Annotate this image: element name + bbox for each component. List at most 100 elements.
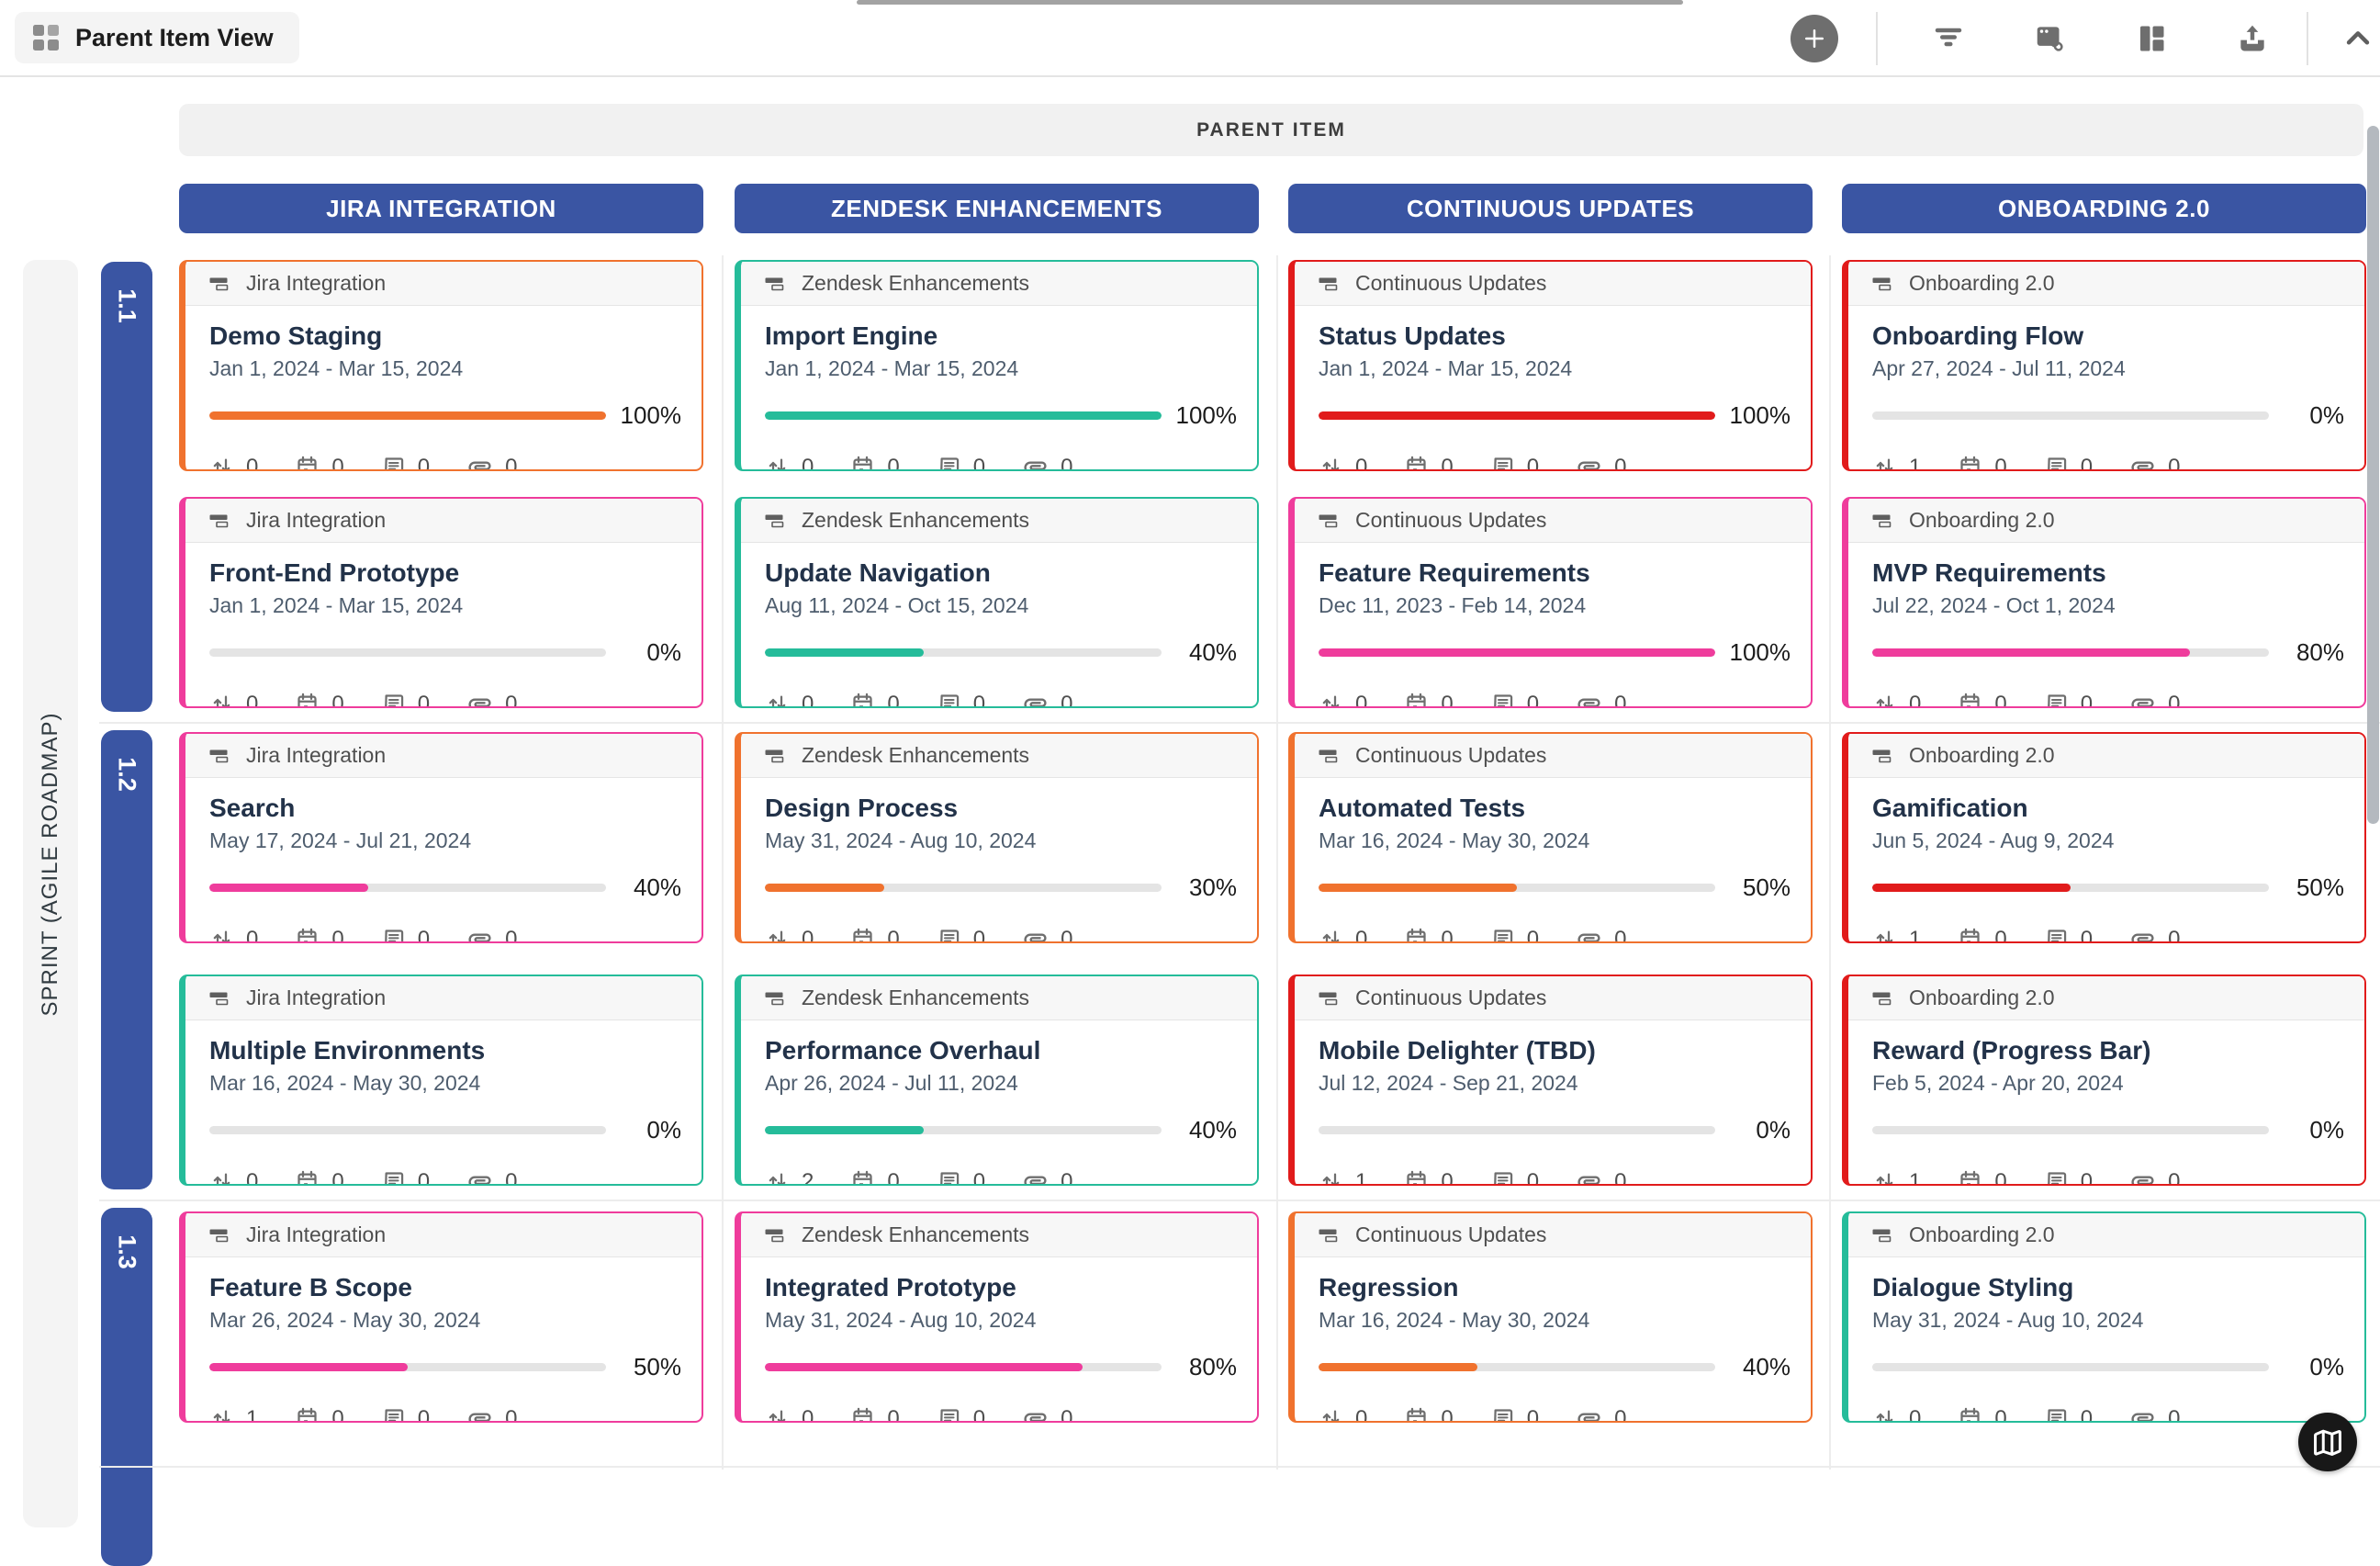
attachments-count[interactable]: 0 <box>2129 691 2180 706</box>
roadmap-card[interactable]: Continuous Updates Mobile Delighter (TBD… <box>1288 975 1813 1186</box>
add-button[interactable] <box>1791 15 1838 62</box>
due-date-count[interactable]: 0 <box>295 455 344 469</box>
vertical-scrollbar[interactable] <box>2367 126 2379 824</box>
attachments-count[interactable]: 0 <box>466 454 517 469</box>
roadmap-card[interactable]: Jira Integration Front-End Prototype Jan… <box>179 497 703 708</box>
subitems-count[interactable]: 0 <box>1319 692 1367 706</box>
subitems-count[interactable]: 0 <box>209 692 258 706</box>
due-date-count[interactable]: 0 <box>850 1169 900 1184</box>
horizontal-scrollbar[interactable] <box>857 0 1683 5</box>
roadmap-card[interactable]: Onboarding 2.0 MVP Requirements Jul 22, … <box>1842 497 2366 708</box>
comments-count[interactable]: 0 <box>1490 927 1539 941</box>
comments-count[interactable]: 0 <box>937 927 985 941</box>
due-date-count[interactable]: 0 <box>295 1406 344 1421</box>
attachments-count[interactable]: 0 <box>2129 1168 2180 1184</box>
subitems-count[interactable]: 0 <box>765 692 814 706</box>
sprint-badge-1-3[interactable]: 1.3 <box>101 1208 152 1566</box>
roadmap-card[interactable]: Continuous Updates Feature Requirements … <box>1288 497 1813 708</box>
attachments-count[interactable]: 0 <box>466 691 517 706</box>
subitems-count[interactable]: 0 <box>1872 692 1921 706</box>
attachments-count[interactable]: 0 <box>466 1405 517 1421</box>
view-switcher-button[interactable]: Parent Item View <box>15 12 299 63</box>
export-button[interactable] <box>2228 15 2276 62</box>
due-date-count[interactable]: 0 <box>1958 1169 2007 1184</box>
comments-count[interactable]: 0 <box>937 692 985 706</box>
comments-count[interactable]: 0 <box>2044 692 2093 706</box>
subitems-count[interactable]: 1 <box>1872 927 1921 941</box>
subitems-count[interactable]: 0 <box>209 927 258 941</box>
roadmap-card[interactable]: Onboarding 2.0 Gamification Jun 5, 2024 … <box>1842 732 2366 943</box>
due-date-count[interactable]: 0 <box>850 927 900 941</box>
due-date-count[interactable]: 0 <box>850 455 900 469</box>
due-date-count[interactable]: 0 <box>1404 1406 1454 1421</box>
comments-count[interactable]: 0 <box>2044 455 2093 469</box>
comments-count[interactable]: 0 <box>381 1169 430 1184</box>
subitems-count[interactable]: 0 <box>209 455 258 469</box>
filter-button[interactable] <box>1925 15 1972 62</box>
roadmap-card[interactable]: Onboarding 2.0 Reward (Progress Bar) Feb… <box>1842 975 2366 1186</box>
comments-count[interactable]: 0 <box>937 1406 985 1421</box>
due-date-count[interactable]: 0 <box>850 692 900 706</box>
column-header-jira-integration[interactable]: JIRA INTEGRATION <box>179 184 703 233</box>
roadmap-card[interactable]: Onboarding 2.0 Dialogue Styling May 31, … <box>1842 1211 2366 1423</box>
subitems-count[interactable]: 0 <box>1319 455 1367 469</box>
comments-count[interactable]: 0 <box>1490 455 1539 469</box>
attachments-count[interactable]: 0 <box>2129 454 2180 469</box>
roadmap-card[interactable]: Continuous Updates Automated Tests Mar 1… <box>1288 732 1813 943</box>
subitems-count[interactable]: 0 <box>765 1406 814 1421</box>
subitems-count[interactable]: 1 <box>1872 455 1921 469</box>
sprint-badge-1-2[interactable]: 1.2 <box>101 730 152 1189</box>
subitems-count[interactable]: 0 <box>1872 1406 1921 1421</box>
roadmap-card[interactable]: Jira Integration Search May 17, 2024 - J… <box>179 732 703 943</box>
comments-count[interactable]: 0 <box>2044 1169 2093 1184</box>
roadmap-card[interactable]: Zendesk Enhancements Design Process May … <box>735 732 1259 943</box>
attachments-count[interactable]: 0 <box>1576 1405 1626 1421</box>
roadmap-card[interactable]: Zendesk Enhancements Integrated Prototyp… <box>735 1211 1259 1423</box>
attachments-count[interactable]: 0 <box>1022 926 1072 941</box>
subitems-count[interactable]: 2 <box>765 1169 814 1184</box>
subitems-count[interactable]: 0 <box>209 1169 258 1184</box>
due-date-count[interactable]: 0 <box>295 927 344 941</box>
subitems-count[interactable]: 0 <box>765 455 814 469</box>
due-date-count[interactable]: 0 <box>1404 1169 1454 1184</box>
due-date-count[interactable]: 0 <box>850 1406 900 1421</box>
comments-count[interactable]: 0 <box>381 1406 430 1421</box>
comments-count[interactable]: 0 <box>381 692 430 706</box>
subitems-count[interactable]: 0 <box>1319 1406 1367 1421</box>
roadmap-card[interactable]: Zendesk Enhancements Import Engine Jan 1… <box>735 260 1259 471</box>
roadmap-card[interactable]: Continuous Updates Regression Mar 16, 20… <box>1288 1211 1813 1423</box>
comments-count[interactable]: 0 <box>381 927 430 941</box>
comments-count[interactable]: 0 <box>2044 927 2093 941</box>
due-date-count[interactable]: 0 <box>1958 692 2007 706</box>
subitems-count[interactable]: 1 <box>209 1406 258 1421</box>
column-header-onboarding-2-0[interactable]: ONBOARDING 2.0 <box>1842 184 2366 233</box>
due-date-count[interactable]: 0 <box>1958 927 2007 941</box>
attachments-count[interactable]: 0 <box>1022 1168 1072 1184</box>
due-date-count[interactable]: 0 <box>1404 692 1454 706</box>
linked-items-button[interactable] <box>2026 15 2074 62</box>
due-date-count[interactable]: 0 <box>1958 455 2007 469</box>
due-date-count[interactable]: 0 <box>1958 1406 2007 1421</box>
attachments-count[interactable]: 0 <box>466 926 517 941</box>
attachments-count[interactable]: 0 <box>1576 454 1626 469</box>
attachments-count[interactable]: 0 <box>1022 454 1072 469</box>
attachments-count[interactable]: 0 <box>1576 926 1626 941</box>
subitems-count[interactable]: 1 <box>1872 1169 1921 1184</box>
attachments-count[interactable]: 0 <box>466 1168 517 1184</box>
roadmap-card[interactable]: Zendesk Enhancements Performance Overhau… <box>735 975 1259 1186</box>
due-date-count[interactable]: 0 <box>1404 455 1454 469</box>
attachments-count[interactable]: 0 <box>1576 1168 1626 1184</box>
comments-count[interactable]: 0 <box>2044 1406 2093 1421</box>
comments-count[interactable]: 0 <box>937 1169 985 1184</box>
attachments-count[interactable]: 0 <box>2129 926 2180 941</box>
sprint-badge-1-1[interactable]: 1.1 <box>101 262 152 712</box>
attachments-count[interactable]: 0 <box>2129 1405 2180 1421</box>
column-header-continuous-updates[interactable]: CONTINUOUS UPDATES <box>1288 184 1813 233</box>
column-header-zendesk-enhancements[interactable]: ZENDESK ENHANCEMENTS <box>735 184 1259 233</box>
due-date-count[interactable]: 0 <box>295 692 344 706</box>
comments-count[interactable]: 0 <box>1490 692 1539 706</box>
minimap-button[interactable] <box>2298 1413 2357 1471</box>
attachments-count[interactable]: 0 <box>1022 1405 1072 1421</box>
subitems-count[interactable]: 0 <box>1319 927 1367 941</box>
due-date-count[interactable]: 0 <box>1404 927 1454 941</box>
